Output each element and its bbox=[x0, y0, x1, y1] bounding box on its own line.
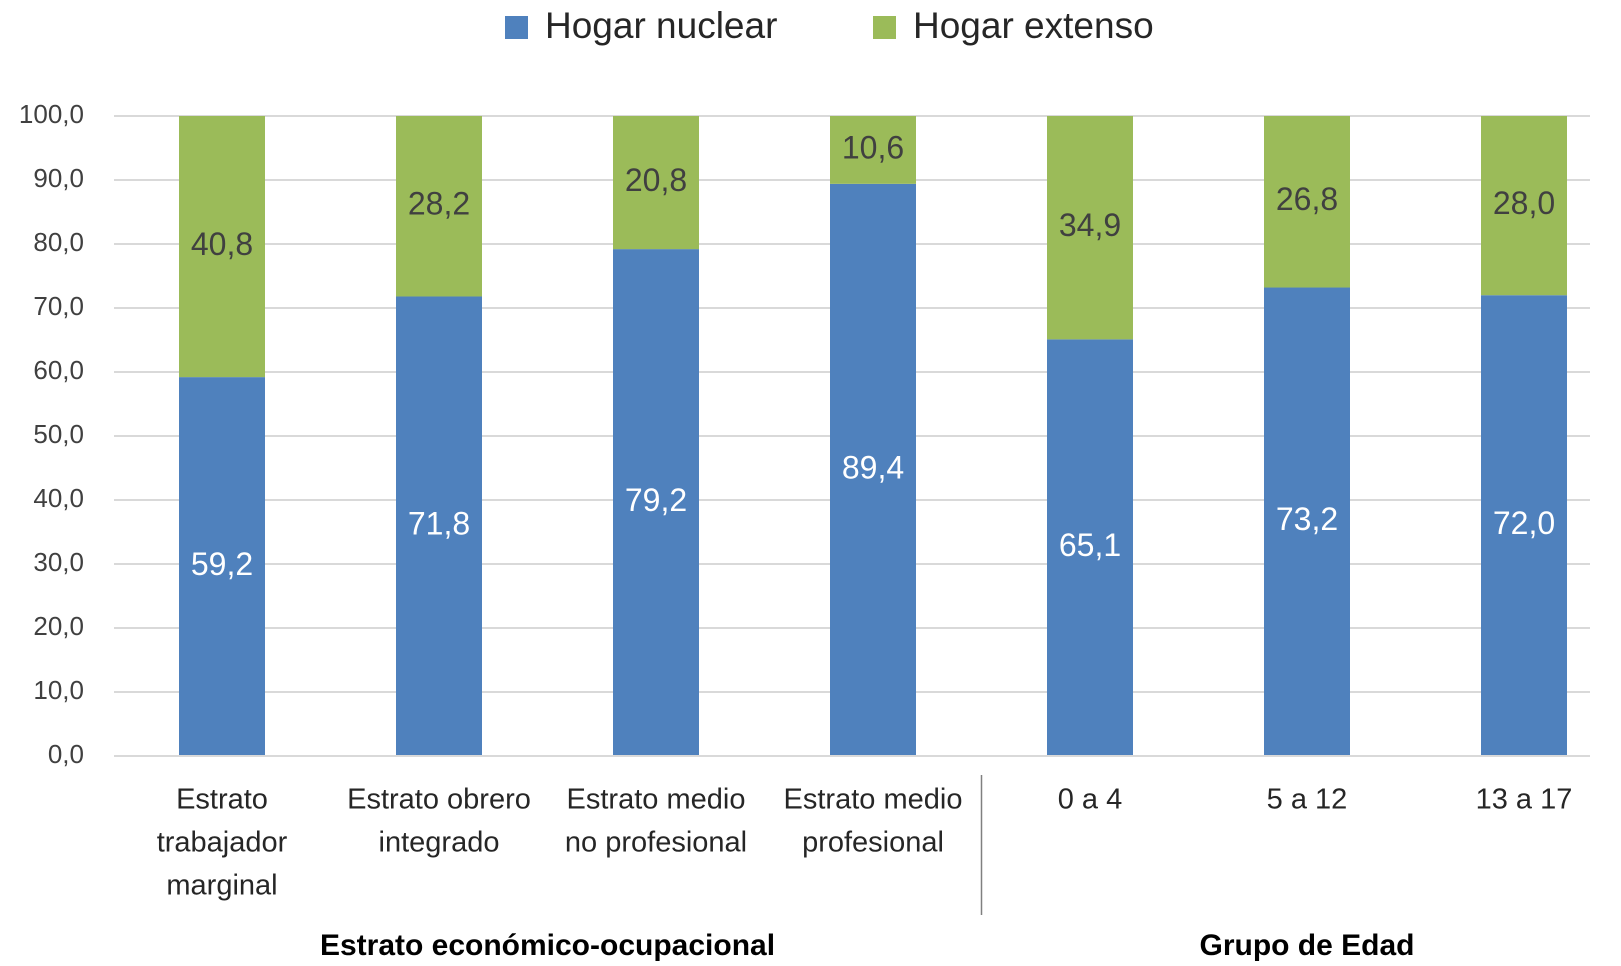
data-label: 65,1 bbox=[1059, 527, 1121, 563]
data-label: 72,0 bbox=[1493, 505, 1555, 541]
x-tick-label: trabajador bbox=[157, 827, 288, 859]
y-tick-label: 50,0 bbox=[33, 419, 84, 449]
data-label: 59,2 bbox=[191, 546, 253, 582]
bar-segment bbox=[830, 183, 916, 757]
bar-segment bbox=[396, 296, 482, 756]
x-tick-label: no profesional bbox=[565, 827, 747, 859]
data-label: 71,8 bbox=[408, 506, 470, 542]
x-tick-label: Estrato medio bbox=[784, 784, 963, 816]
y-tick-label: 40,0 bbox=[33, 483, 84, 513]
bar-segment bbox=[1481, 116, 1567, 296]
group-label: Grupo de Edad bbox=[1199, 929, 1414, 962]
legend-swatch bbox=[873, 16, 896, 39]
data-label: 40,8 bbox=[191, 226, 253, 262]
data-label: 73,2 bbox=[1276, 501, 1338, 537]
legend-swatch bbox=[505, 16, 528, 39]
bar-segment bbox=[830, 116, 916, 184]
x-tick-label: 5 a 12 bbox=[1267, 784, 1348, 816]
x-tick-label: marginal bbox=[166, 870, 277, 902]
data-label: 34,9 bbox=[1059, 207, 1121, 243]
bar-segment bbox=[1047, 339, 1133, 756]
y-tick-label: 30,0 bbox=[33, 547, 84, 577]
y-tick-label: 80,0 bbox=[33, 227, 84, 257]
y-tick-label: 10,0 bbox=[33, 675, 84, 705]
y-tick-label: 100,0 bbox=[19, 99, 84, 129]
x-tick-label: integrado bbox=[379, 827, 500, 859]
bar-segment bbox=[1481, 295, 1567, 756]
bar-segment bbox=[396, 116, 482, 297]
x-tick-label: 13 a 17 bbox=[1476, 784, 1573, 816]
x-tick-label: Estrato medio bbox=[567, 784, 746, 816]
y-tick-label: 60,0 bbox=[33, 355, 84, 385]
x-tick-label: Estrato bbox=[176, 784, 268, 816]
bar-segment bbox=[613, 116, 699, 250]
legend-label: Hogar extenso bbox=[913, 5, 1154, 46]
x-tick-label: profesional bbox=[802, 827, 944, 859]
x-tick-label: 0 a 4 bbox=[1058, 784, 1123, 816]
data-label: 20,8 bbox=[625, 162, 687, 198]
bar-segment bbox=[613, 249, 699, 756]
bar-segment bbox=[179, 377, 265, 756]
y-tick-label: 90,0 bbox=[33, 163, 84, 193]
data-label: 28,0 bbox=[1493, 185, 1555, 221]
data-label: 26,8 bbox=[1276, 181, 1338, 217]
y-tick-label: 0,0 bbox=[48, 739, 84, 769]
bar-segment bbox=[179, 116, 265, 378]
bar-segment bbox=[1047, 116, 1133, 340]
data-label: 89,4 bbox=[842, 449, 904, 485]
x-tick-label: Estrato obrero bbox=[347, 784, 531, 816]
group-label: Estrato económico-ocupacional bbox=[320, 929, 775, 962]
bar-segment bbox=[1264, 116, 1350, 288]
legend-label: Hogar nuclear bbox=[545, 5, 777, 46]
data-label: 28,2 bbox=[408, 186, 470, 222]
data-label: 79,2 bbox=[625, 482, 687, 518]
bar-segment bbox=[1264, 287, 1350, 756]
y-tick-label: 70,0 bbox=[33, 291, 84, 321]
y-tick-label: 20,0 bbox=[33, 611, 84, 641]
data-label: 10,6 bbox=[842, 129, 904, 165]
